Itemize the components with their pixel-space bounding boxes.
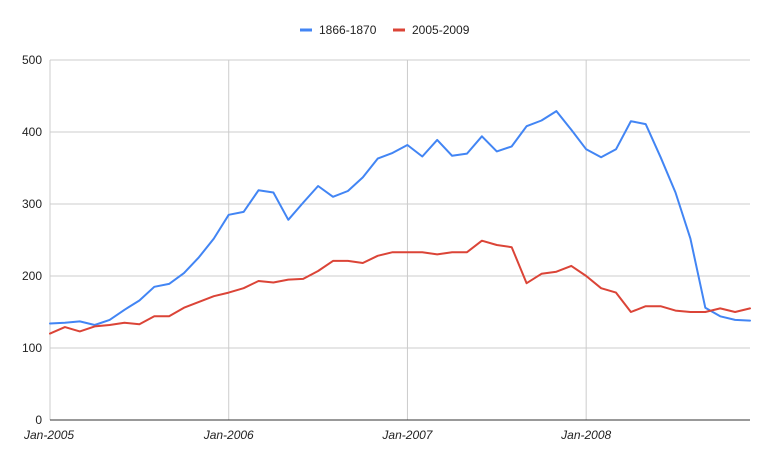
y-tick-label: 500 [22, 53, 42, 67]
x-tick-label: Jan-2007 [381, 428, 433, 442]
legend: 1866-1870 2005-2009 [300, 23, 470, 37]
y-tick-label: 200 [22, 269, 42, 283]
y-tick-label: 100 [22, 341, 42, 355]
y-axis: 0 100 200 300 400 500 [22, 53, 51, 427]
y-tick-label: 400 [22, 125, 42, 139]
x-tick-label: Jan-2008 [560, 428, 611, 442]
x-axis: Jan-2005 Jan-2006 Jan-2007 Jan-2008 [23, 419, 750, 442]
series-line-2 [49, 239, 751, 335]
series-line-1 [49, 110, 751, 326]
x-tick-label: Jan-2006 [203, 428, 254, 442]
grid-lines [50, 59, 750, 420]
y-tick-label: 300 [22, 197, 42, 211]
legend-label: 1866-1870 [319, 23, 377, 37]
y-tick-label: 0 [35, 413, 42, 427]
x-tick-label: Jan-2005 [23, 428, 74, 442]
series-lines [49, 110, 751, 335]
legend-label: 2005-2009 [412, 23, 470, 37]
